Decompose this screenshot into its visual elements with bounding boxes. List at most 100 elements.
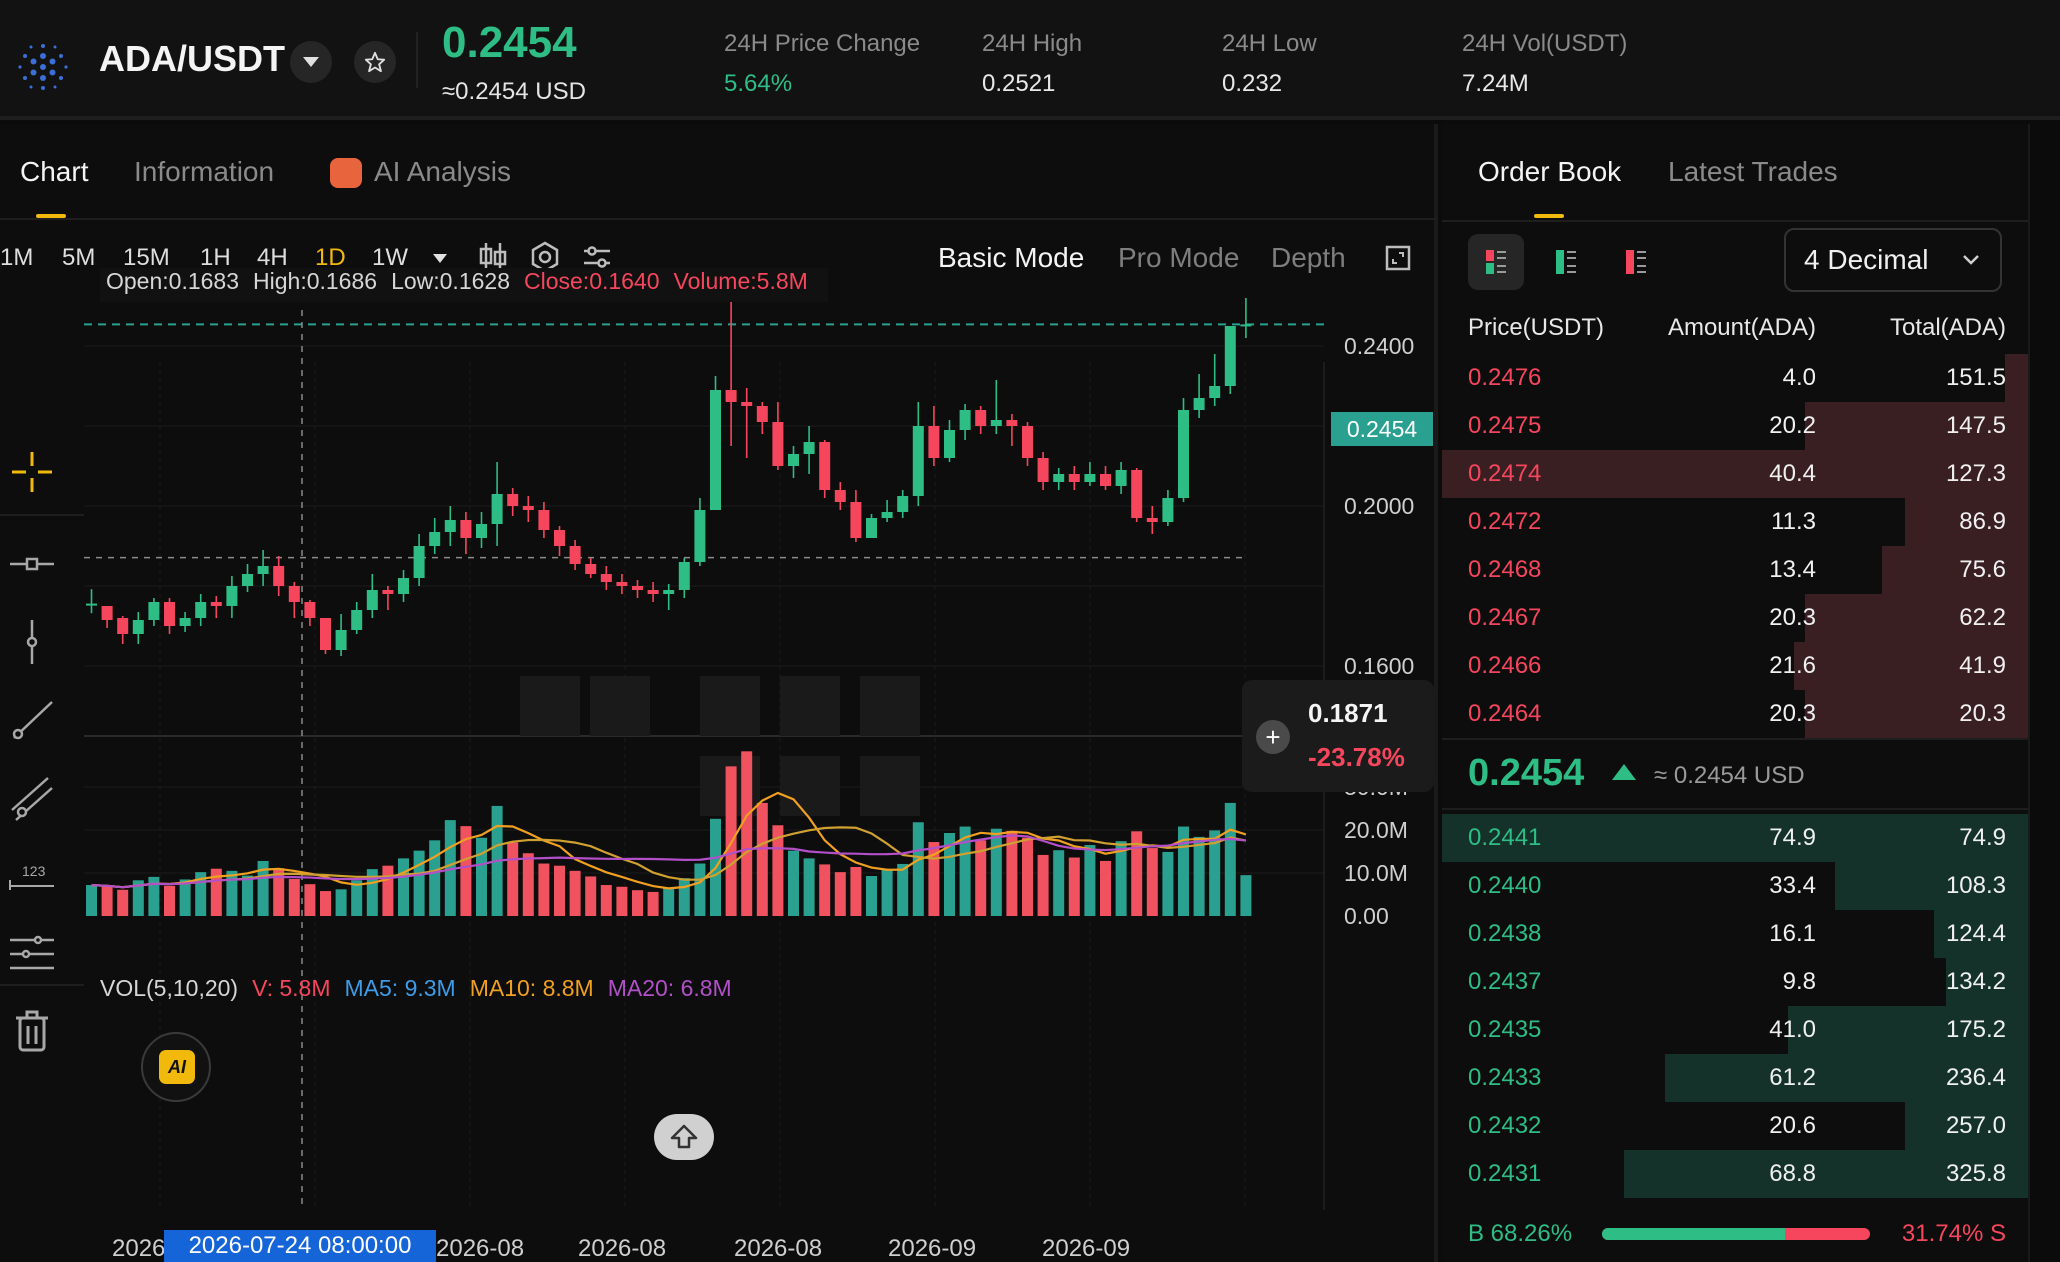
volume-bar xyxy=(1240,875,1252,916)
ask-row[interactable]: 0.2467 20.3 62.2 xyxy=(1442,594,2028,642)
bid-row[interactable]: 0.2441 74.9 74.9 xyxy=(1442,814,2028,862)
timeframe-1m[interactable]: 1M xyxy=(0,244,34,271)
view-both-button[interactable] xyxy=(1468,234,1524,290)
volume-bar xyxy=(803,858,815,916)
row-total: 127.3 xyxy=(1945,460,2006,487)
candlestick-chart[interactable]: 0.26000.24000.22000.20000.160040.0M30.0M… xyxy=(0,292,1438,1262)
price-axis-tick: 0.1600 xyxy=(1344,653,1414,679)
volume-legend-ma20: MA20: 6.8M xyxy=(607,975,732,1001)
volume-bar xyxy=(756,802,768,916)
candle-body xyxy=(1240,324,1252,327)
view-asks-button[interactable] xyxy=(1608,234,1664,290)
volume-bar xyxy=(1209,830,1221,916)
scroll-to-latest-button[interactable] xyxy=(654,1114,714,1160)
indicators-sliders-icon[interactable] xyxy=(580,240,614,274)
bid-row[interactable]: 0.2432 20.6 257.0 xyxy=(1442,1102,2028,1150)
bid-row[interactable]: 0.2438 16.1 124.4 xyxy=(1442,910,2028,958)
timeframe-1d[interactable]: 1D xyxy=(315,244,346,271)
ask-row[interactable]: 0.2476 4.0 151.5 xyxy=(1442,354,2028,402)
favorite-button[interactable] xyxy=(354,41,396,83)
candle-body xyxy=(273,566,285,586)
tab-order-book[interactable]: Order Book xyxy=(1478,156,1622,187)
tab-information[interactable]: Information xyxy=(134,156,275,187)
main-tabs: Chart Information AI Analysis xyxy=(0,124,1438,220)
candle-body xyxy=(242,574,253,586)
ask-row[interactable]: 0.2472 11.3 86.9 xyxy=(1442,498,2028,546)
ask-row[interactable]: 0.2475 20.2 147.5 xyxy=(1442,402,2028,450)
candle-type-icon[interactable] xyxy=(476,240,510,274)
view-bids-button[interactable] xyxy=(1538,234,1594,290)
timeframe-15m[interactable]: 15M xyxy=(123,244,170,271)
crosshair-info-box: + 0.1871 -23.78% xyxy=(1242,680,1434,792)
volume-bar xyxy=(632,890,643,916)
candle-body xyxy=(1162,498,1174,522)
basic-mode-toggle[interactable]: Basic Mode xyxy=(938,242,1085,273)
bid-row[interactable]: 0.2437 9.8 134.2 xyxy=(1442,958,2028,1006)
decimal-select-value: 4 Decimal xyxy=(1804,244,1929,275)
decimal-select[interactable]: 4 Decimal xyxy=(1784,228,2002,292)
stat-label: 24H Vol(USDT) xyxy=(1462,30,1628,57)
volume-bar xyxy=(288,879,300,916)
ask-row[interactable]: 0.2464 20.3 20.3 xyxy=(1442,690,2028,738)
volume-bar xyxy=(273,868,285,916)
vertical-line-tool-icon[interactable] xyxy=(8,618,56,666)
tab-chart[interactable]: Chart xyxy=(20,156,89,187)
volume-bar xyxy=(772,825,784,916)
add-alert-plus-icon[interactable]: + xyxy=(1256,720,1290,754)
right-scrollbar-area[interactable] xyxy=(2028,124,2060,1262)
row-total: 134.2 xyxy=(1945,968,2006,995)
timeframe-1h[interactable]: 1H xyxy=(200,244,231,271)
candle-body xyxy=(788,454,799,466)
volume-bar xyxy=(1084,845,1096,916)
volume-bar xyxy=(366,869,378,916)
candle-body xyxy=(647,590,659,594)
candle-body xyxy=(1115,470,1127,486)
tab-ai-analysis[interactable]: AI Analysis xyxy=(374,156,511,187)
tab-latest-trades[interactable]: Latest Trades xyxy=(1668,156,1838,187)
bid-row[interactable]: 0.2435 41.0 175.2 xyxy=(1442,1006,2028,1054)
timeframe-1w[interactable]: 1W xyxy=(372,244,408,271)
candle-body xyxy=(678,562,690,590)
fibonacci-tool-icon[interactable]: 123 xyxy=(8,852,56,900)
trash-icon[interactable] xyxy=(8,1008,56,1056)
fullscreen-icon[interactable] xyxy=(1384,244,1412,272)
timeframe-5m[interactable]: 5M xyxy=(62,244,96,271)
candle-body xyxy=(959,410,971,430)
ask-row[interactable]: 0.2468 13.4 75.6 xyxy=(1442,546,2028,594)
row-total: 147.5 xyxy=(1945,412,2006,439)
volume-axis-tick: 20.0M xyxy=(1344,817,1408,843)
trend-line-tool-icon[interactable] xyxy=(8,696,56,744)
candle-body xyxy=(772,422,784,466)
timeframe-more-caret-icon[interactable] xyxy=(430,248,450,268)
ask-row[interactable]: 0.2474 40.4 127.3 xyxy=(1442,450,2028,498)
volume-bar xyxy=(522,853,534,916)
bid-row[interactable]: 0.2431 68.8 325.8 xyxy=(1442,1150,2028,1198)
depth-bar xyxy=(1805,402,2028,450)
bid-row[interactable]: 0.2433 61.2 236.4 xyxy=(1442,1054,2028,1102)
pair-dropdown-button[interactable] xyxy=(290,41,332,83)
volume-bar xyxy=(117,889,129,916)
volume-bar xyxy=(1224,802,1236,916)
crosshair-tool-icon[interactable] xyxy=(8,448,56,496)
candle-body xyxy=(1193,398,1205,410)
parallel-channel-tool-icon[interactable] xyxy=(8,774,56,822)
volume-bar xyxy=(179,879,191,916)
timeframe-4h[interactable]: 4H xyxy=(257,244,288,271)
row-total: 108.3 xyxy=(1945,872,2006,899)
volume-legend-ma5: MA5: 9.3M xyxy=(344,975,456,1001)
depth-bar xyxy=(1664,1054,2028,1102)
column-header-amount: Amount(ADA) xyxy=(1667,314,1816,341)
home-arrow-icon xyxy=(670,1124,698,1149)
row-amount: 4.0 xyxy=(1782,364,1816,391)
horizontal-line-tool-icon[interactable] xyxy=(8,540,56,588)
ai-assistant-button[interactable]: AI xyxy=(141,1032,211,1102)
pair-selector[interactable]: ADA/USDT xyxy=(99,38,285,79)
pro-mode-toggle[interactable]: Pro Mode xyxy=(1118,242,1240,273)
volume-bar xyxy=(1131,831,1143,916)
bid-row[interactable]: 0.2440 33.4 108.3 xyxy=(1442,862,2028,910)
levels-tool-icon[interactable] xyxy=(8,930,56,978)
depth-toggle[interactable]: Depth xyxy=(1271,242,1346,273)
candle-body xyxy=(491,494,503,524)
ask-row[interactable]: 0.2466 21.6 41.9 xyxy=(1442,642,2028,690)
last-price: 0.2454 xyxy=(442,18,577,67)
